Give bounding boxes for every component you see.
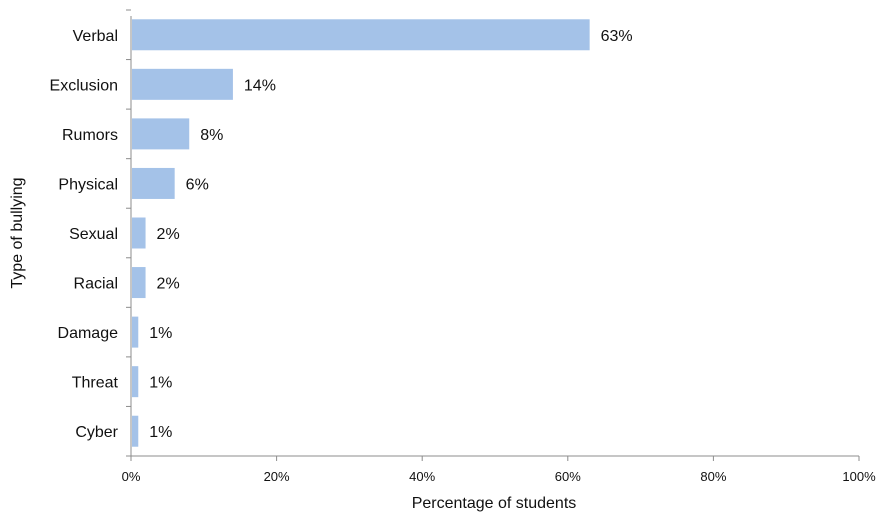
value-label: 1% (149, 325, 172, 342)
bar-verbal (132, 19, 590, 51)
category-label: Verbal (73, 28, 118, 45)
value-label: 8% (200, 127, 223, 144)
x-tick-label: 100% (842, 469, 876, 484)
category-label: Exclusion (50, 77, 118, 94)
bar-sexual (132, 217, 146, 249)
bar-threat (132, 366, 139, 398)
x-tick-label: 20% (264, 469, 290, 484)
value-label: 63% (601, 28, 633, 45)
plot-area: 0% 20% 40% 60% 80% 100% Verbal 63% Exclusion 14% R… (50, 9, 876, 484)
category-label: Cyber (75, 424, 118, 441)
value-label: 1% (149, 424, 172, 441)
bar-exclusion (132, 68, 233, 100)
category-label: Sexual (69, 226, 118, 243)
x-tick-label: 0% (122, 469, 141, 484)
category-label: Threat (72, 375, 119, 392)
category-label: Rumors (62, 127, 118, 144)
x-tick-label: 60% (555, 469, 581, 484)
x-axis-title: Percentage of students (412, 495, 577, 512)
bar-rumors (132, 118, 190, 150)
x-tick-label: 80% (700, 469, 726, 484)
value-label: 1% (149, 375, 172, 392)
bar-physical (132, 167, 175, 199)
bar-cyber (132, 415, 139, 447)
value-label: 2% (157, 226, 180, 243)
x-tick-label: 40% (409, 469, 435, 484)
y-axis-title: Type of bullying (9, 177, 26, 288)
category-label: Racial (74, 276, 118, 293)
bar-racial (132, 267, 146, 299)
value-label: 6% (186, 176, 209, 193)
category-label: Damage (58, 325, 119, 342)
category-label: Physical (58, 176, 118, 193)
value-label: 14% (244, 77, 276, 94)
bar-damage (132, 316, 139, 348)
value-label: 2% (157, 276, 180, 293)
